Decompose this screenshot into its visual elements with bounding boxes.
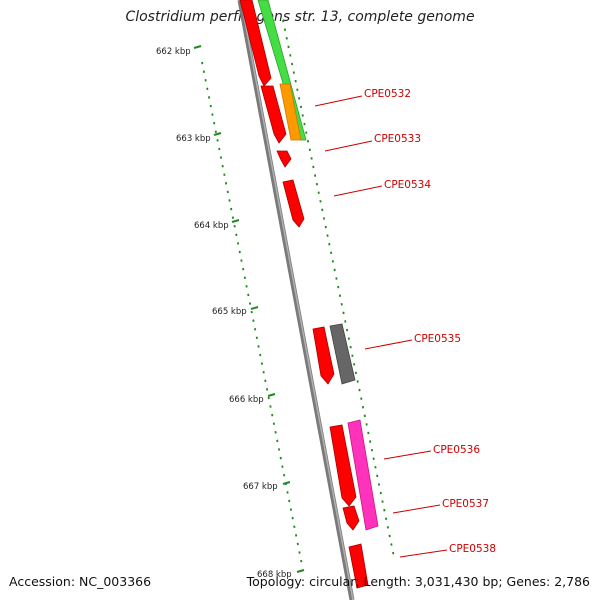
gene-label-cpe0532: CPE0532 xyxy=(364,88,411,100)
gene-label-cpe0537: CPE0537 xyxy=(442,498,489,510)
tick-label-664: 664 kbp xyxy=(194,221,229,231)
gene-arrow xyxy=(312,326,335,385)
gray-feature xyxy=(329,323,356,385)
gene-label-cpe0538: CPE0538 xyxy=(449,543,496,555)
gene-arrow xyxy=(260,85,287,144)
gene-arrow xyxy=(348,543,369,589)
genome-backbone-highlight xyxy=(240,0,354,600)
tick-label-667: 667 kbp xyxy=(243,482,278,492)
tick-label-663: 663 kbp xyxy=(176,134,211,144)
tick-label-665: 665 kbp xyxy=(212,307,247,317)
gene-arrow xyxy=(329,424,357,507)
gene-label-cpe0533: CPE0533 xyxy=(374,133,421,145)
gene-arrow xyxy=(276,150,292,168)
pink-feature xyxy=(347,419,379,531)
gene-label-cpe0536: CPE0536 xyxy=(433,444,480,456)
tick-label-666: 666 kbp xyxy=(229,395,264,405)
tick-label-662: 662 kbp xyxy=(156,47,191,57)
gene-label-leaders xyxy=(314,95,448,558)
kbp-ticks xyxy=(193,45,305,573)
gene-label-cpe0534: CPE0534 xyxy=(384,179,431,191)
map-title: Clostridium perfringens str. 13, complet… xyxy=(125,9,475,25)
genome-backbone xyxy=(237,0,355,600)
gene-arrow xyxy=(239,0,272,87)
gene-arrow xyxy=(342,505,360,531)
outer-dotted-ring xyxy=(282,19,395,555)
topology-summary: Topology: circular; Length: 3,031,430 bp… xyxy=(246,574,590,589)
orange-feature xyxy=(279,83,302,141)
inner-dotted-ring xyxy=(201,61,303,563)
gene-label-cpe0535: CPE0535 xyxy=(414,333,461,345)
tick-label-668: 668 kbp xyxy=(257,570,292,580)
accession-text: Accession: NC_003366 xyxy=(9,574,152,589)
gene-arrow xyxy=(282,179,305,228)
